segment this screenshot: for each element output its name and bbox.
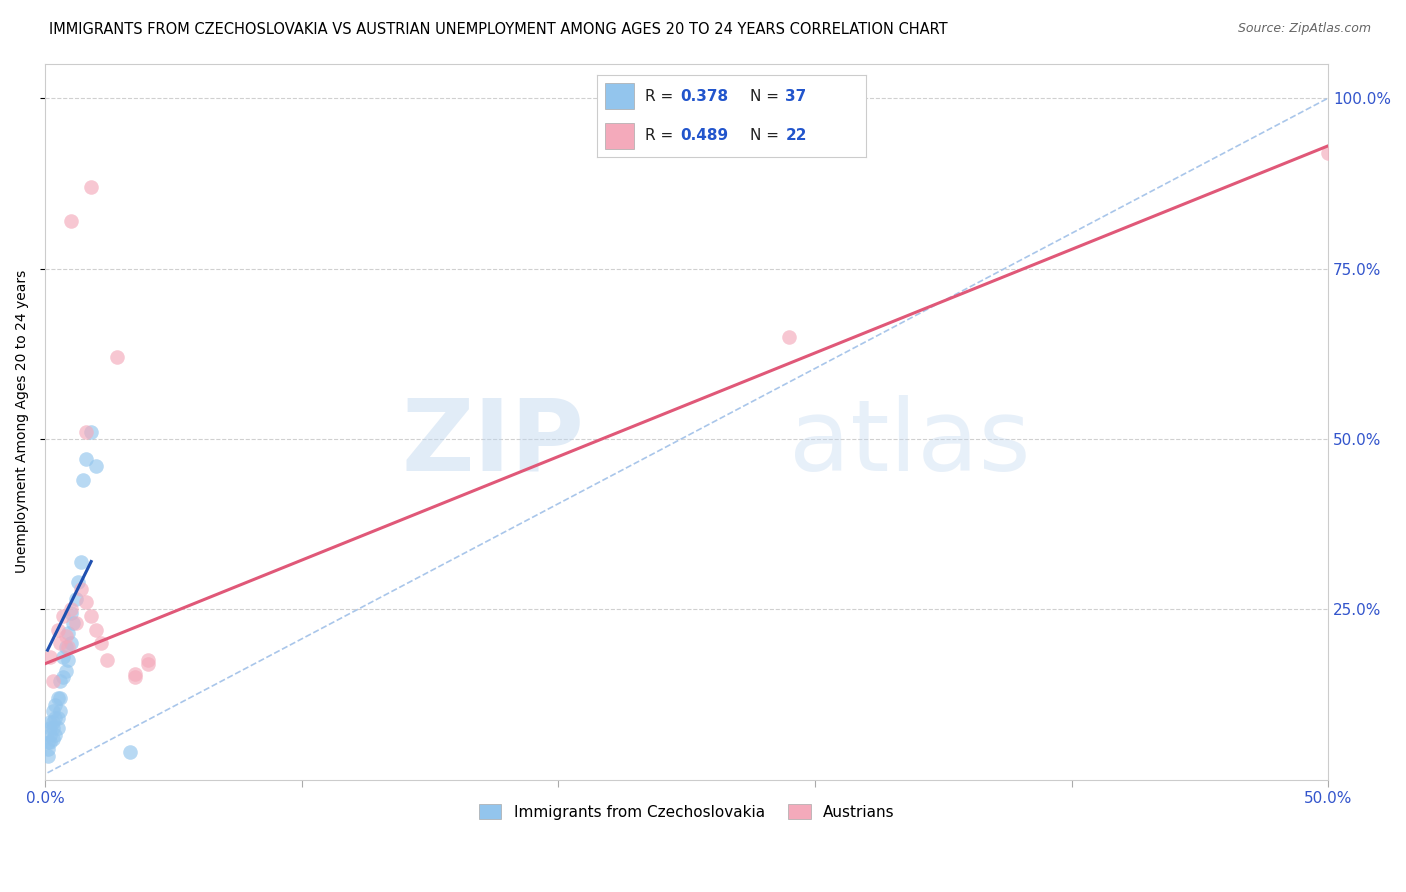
Point [59,606,82,620]
Point [136,653,159,667]
Point [80,425,103,439]
Point [124,667,146,681]
Text: IMMIGRANTS FROM CZECHOSLOVAKIA VS AUSTRIAN UNEMPLOYMENT AMONG AGES 20 TO 24 YEAR: IMMIGRANTS FROM CZECHOSLOVAKIA VS AUSTRI… [49,22,948,37]
Point [59,602,82,616]
Point [46,722,69,736]
Y-axis label: Unemployment Among Ages 20 to 24 years: Unemployment Among Ages 20 to 24 years [15,270,30,574]
Point [136,657,159,671]
Point [56,640,79,654]
Point [44,711,66,725]
Point [80,609,103,624]
Point [39,728,62,742]
Point [52,649,75,664]
Point [49,636,72,650]
Point [49,673,72,688]
Point [46,711,69,725]
Point [41,714,63,729]
Point [75,452,97,467]
Point [52,670,75,684]
Point [96,653,118,667]
Point [80,179,103,194]
Point [105,350,128,364]
Point [75,595,97,609]
Point [49,705,72,719]
Point [84,623,107,637]
Point [67,574,90,589]
Point [65,615,87,630]
Text: atlas: atlas [789,395,1031,491]
Point [49,690,72,705]
Point [37,742,59,756]
Point [52,609,75,624]
Point [39,714,62,729]
Point [90,636,112,650]
Point [70,555,93,569]
Text: Source: ZipAtlas.com: Source: ZipAtlas.com [1237,22,1371,36]
Point [39,649,62,664]
Point [46,690,69,705]
Point [65,592,87,607]
Point [118,745,141,759]
Point [59,636,82,650]
Point [37,735,59,749]
Point [1317,145,1340,160]
Point [41,705,63,719]
Point [44,698,66,712]
Legend: Immigrants from Czechoslovakia, Austrians: Immigrants from Czechoslovakia, Austrian… [472,797,901,826]
Point [75,425,97,439]
Point [124,670,146,684]
Point [39,722,62,736]
Point [62,615,84,630]
Text: ZIP: ZIP [401,395,583,491]
Point [46,623,69,637]
Point [55,640,77,654]
Point [56,626,79,640]
Point [41,722,63,736]
Point [55,630,77,644]
Point [41,673,63,688]
Point [41,731,63,746]
Point [778,329,800,343]
Point [37,748,59,763]
Point [72,473,94,487]
Point [59,214,82,228]
Point [44,728,66,742]
Point [70,582,93,596]
Point [56,653,79,667]
Point [55,664,77,678]
Point [39,735,62,749]
Point [84,459,107,474]
